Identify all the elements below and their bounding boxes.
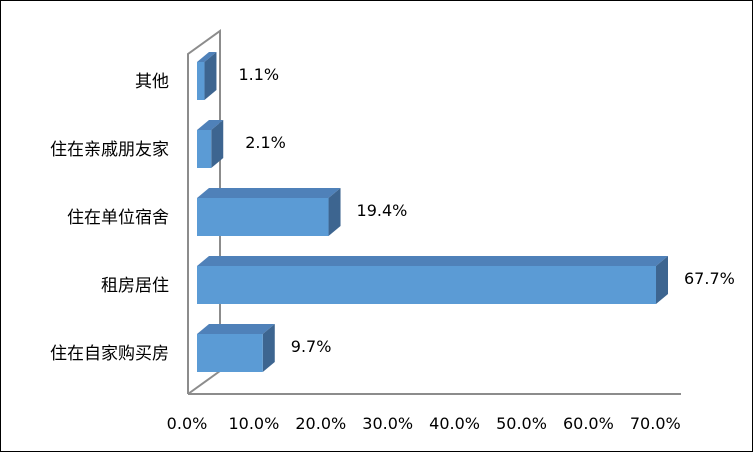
bar-top bbox=[197, 324, 275, 334]
bar bbox=[197, 266, 657, 304]
bar-side bbox=[211, 120, 224, 168]
x-tick-label: 30.0% bbox=[362, 414, 413, 433]
data-label: 67.7% bbox=[684, 269, 735, 288]
category-label: 住在单位宿舍 bbox=[67, 208, 169, 228]
x-tick-label: 50.0% bbox=[496, 414, 547, 433]
data-label: 19.4% bbox=[357, 201, 408, 220]
category-label: 租房居住 bbox=[101, 276, 169, 296]
x-tick-label: 40.0% bbox=[429, 414, 480, 433]
data-label: 2.1% bbox=[245, 133, 286, 152]
x-tick-label: 0.0% bbox=[167, 414, 208, 433]
bar-side bbox=[656, 256, 669, 304]
x-tick-label: 20.0% bbox=[295, 414, 346, 433]
category-label: 住在亲戚朋友家 bbox=[50, 140, 169, 160]
bar bbox=[197, 62, 205, 100]
x-tick-label: 60.0% bbox=[563, 414, 614, 433]
bar-top bbox=[197, 52, 217, 62]
bar-top bbox=[197, 120, 224, 130]
bar bbox=[197, 334, 263, 372]
data-label: 1.1% bbox=[238, 65, 279, 84]
category-label: 其他 bbox=[135, 72, 169, 92]
data-label: 9.7% bbox=[291, 337, 332, 356]
x-tick-label: 70.0% bbox=[630, 414, 681, 433]
bar bbox=[197, 130, 212, 168]
bar-side bbox=[204, 52, 217, 100]
bar-side bbox=[262, 324, 275, 372]
bar-top bbox=[197, 188, 341, 198]
floor-edge bbox=[187, 370, 221, 395]
bar bbox=[197, 198, 329, 236]
category-label: 住在自家购买房 bbox=[50, 344, 169, 364]
bar-top bbox=[197, 256, 669, 266]
x-tick-label: 10.0% bbox=[228, 414, 279, 433]
bar-side bbox=[328, 188, 341, 236]
